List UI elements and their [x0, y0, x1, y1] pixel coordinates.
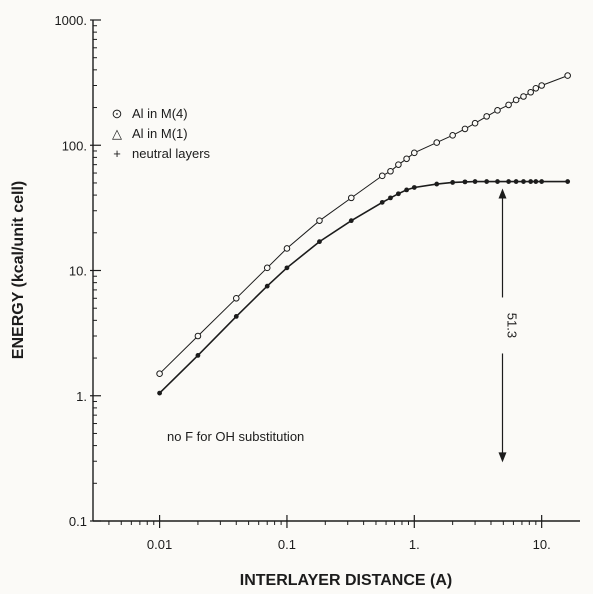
data-point [378, 172, 386, 180]
data-point [194, 332, 202, 340]
data-point [411, 185, 417, 190]
data-point [521, 179, 526, 184]
data-point [565, 179, 571, 184]
series-layer [156, 72, 571, 396]
data-point [471, 119, 479, 127]
dimension-label: 51.3 [504, 313, 519, 338]
data-point [411, 149, 418, 157]
x-tick-label: 0.01 [147, 537, 172, 552]
data-point [156, 370, 163, 377]
data-point [263, 264, 271, 272]
legend-symbol: + [113, 146, 121, 161]
x-tick-label: 10. [533, 537, 551, 552]
data-point [461, 125, 469, 133]
data-point [395, 161, 402, 168]
y-axis-title: ENERGY (kcal/unit cell) [10, 181, 27, 359]
x-axis-title: INTERLAYER DISTANCE (A) [240, 572, 452, 589]
data-point [484, 179, 490, 184]
data-point [528, 179, 534, 184]
data-point [513, 179, 519, 184]
series-1 [156, 72, 571, 377]
data-point [347, 194, 355, 202]
data-point [527, 88, 534, 96]
data-point [512, 96, 520, 104]
y-tick-label: 100. [62, 138, 87, 153]
data-point [388, 195, 393, 201]
data-point [505, 101, 512, 109]
data-point [533, 179, 539, 184]
y-tick-label: 10. [69, 264, 87, 279]
data-point [494, 107, 501, 114]
data-point [564, 72, 571, 79]
data-point [483, 113, 490, 120]
arrowhead-up [498, 188, 507, 199]
data-point [404, 187, 410, 193]
legend-symbol: △ [112, 126, 122, 141]
x-tick-label: 0.1 [278, 537, 296, 552]
x-tick-label: 1. [409, 537, 420, 552]
data-point [317, 239, 322, 245]
y-major-ticks [90, 19, 101, 522]
legend-label: Al in M(4) [132, 106, 188, 121]
data-point [433, 139, 441, 146]
data-point [395, 191, 401, 197]
legend-symbol: ⊙ [112, 106, 123, 121]
data-point [233, 314, 239, 319]
data-point [472, 179, 478, 184]
data-point [538, 82, 545, 89]
series-2 [157, 179, 571, 396]
series-line [159, 180, 568, 394]
data-point [403, 155, 410, 163]
x-minor-ticks [108, 521, 537, 525]
data-point [316, 217, 323, 224]
legend-label: neutral layers [132, 146, 211, 161]
data-point [449, 132, 456, 139]
data-point [506, 179, 511, 184]
data-point [348, 218, 354, 224]
legend-label: Al in M(1) [132, 126, 188, 141]
y-minor-ticks [93, 25, 97, 484]
tick-labels: 0.1 1. 10. 100. 1000. 0.01 0.1 1. 10. [54, 13, 550, 552]
data-point [264, 283, 270, 289]
dimension-arrow: 51.3 [498, 188, 519, 463]
axes [90, 19, 580, 528]
data-point [532, 84, 540, 92]
data-point [495, 179, 500, 184]
data-point [195, 352, 201, 358]
data-point [387, 167, 394, 175]
data-point [379, 199, 385, 205]
data-point [157, 390, 162, 396]
y-tick-label: 1. [76, 389, 87, 404]
legend: ⊙ Al in M(4) △ Al in M(1) + neutral layers [112, 106, 211, 161]
data-point [284, 265, 290, 271]
data-point [539, 179, 545, 184]
data-point [434, 181, 440, 187]
data-point [283, 245, 291, 252]
data-point [462, 179, 468, 185]
arrowhead-down [498, 452, 507, 463]
data-point [450, 180, 456, 185]
y-tick-label: 0.1 [69, 514, 87, 529]
data-point [520, 93, 527, 100]
x-major-ticks [158, 515, 543, 528]
data-point [232, 294, 240, 302]
y-tick-label: 1000. [54, 13, 87, 28]
substitution-note: no F for OH substitution [167, 429, 304, 444]
